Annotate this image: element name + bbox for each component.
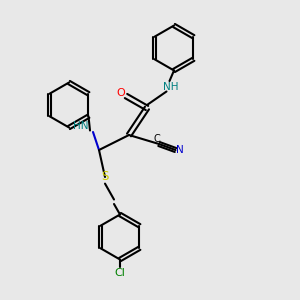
Text: NH: NH [163,82,179,92]
Text: C: C [154,134,160,145]
Text: Cl: Cl [115,268,125,278]
Text: S: S [101,170,109,184]
Text: O: O [116,88,125,98]
Text: N: N [176,145,184,155]
Text: HN: HN [73,121,88,131]
